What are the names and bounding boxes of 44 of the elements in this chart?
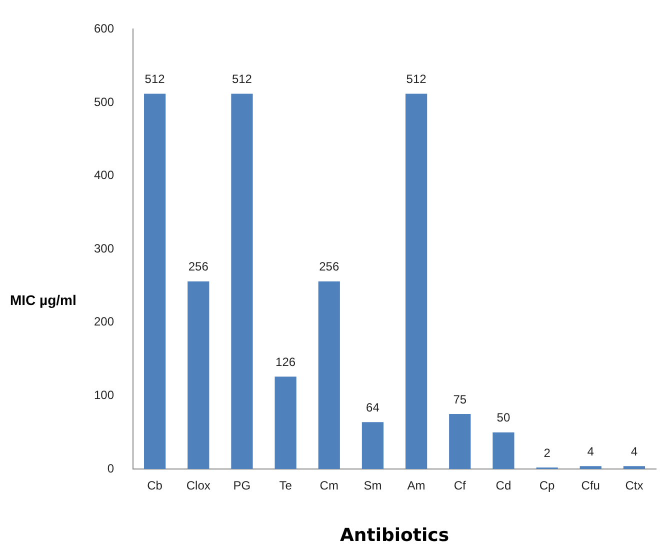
data-label: 75 (453, 392, 467, 406)
data-label: 512 (232, 72, 252, 86)
y-tick-label: 200 (94, 314, 114, 329)
y-tick-label: 600 (94, 22, 114, 36)
x-axis-title: Antibiotics (340, 524, 450, 546)
x-tick-label: Am (407, 478, 426, 493)
data-label: 2 (544, 446, 551, 460)
bar (188, 281, 210, 469)
bar (274, 376, 296, 469)
x-tick-label: Cm (320, 478, 338, 493)
x-tick-label: Cfu (581, 478, 600, 493)
bar (231, 94, 253, 469)
data-label: 4 (587, 444, 594, 458)
x-tick-label: Cb (147, 478, 163, 493)
x-tick-label: Cp (539, 478, 556, 493)
bar (318, 281, 340, 469)
data-label: 126 (276, 354, 296, 369)
y-axis-title: MIC µg/ml (10, 292, 76, 308)
y-tick-label: 300 (94, 241, 114, 256)
bar (144, 94, 166, 469)
bar (623, 466, 646, 469)
x-tick-label: PG (233, 478, 251, 493)
data-label: 512 (144, 72, 166, 86)
data-label: 256 (188, 260, 209, 274)
bar (405, 94, 428, 469)
y-tick-label: 400 (94, 168, 114, 182)
data-label: 256 (319, 260, 340, 274)
data-label: 512 (406, 72, 427, 86)
data-label: 4 (630, 444, 638, 458)
x-tick-label: Ctx (625, 478, 644, 493)
bar (449, 414, 471, 469)
data-label: 50 (496, 410, 510, 425)
y-tick-label: 500 (94, 94, 114, 109)
bar (362, 422, 384, 469)
x-tick-label: Cf (454, 478, 467, 493)
x-tick-label: Sm (364, 478, 382, 493)
x-tick-label: Te (279, 478, 292, 493)
x-tick-label: Clox (186, 478, 210, 493)
y-tick-label: 100 (94, 388, 114, 402)
x-tick-label: Cd (496, 478, 512, 493)
bar (492, 432, 514, 469)
bar (580, 466, 602, 469)
y-tick-label: 0 (107, 461, 114, 476)
data-label: 64 (366, 400, 380, 414)
